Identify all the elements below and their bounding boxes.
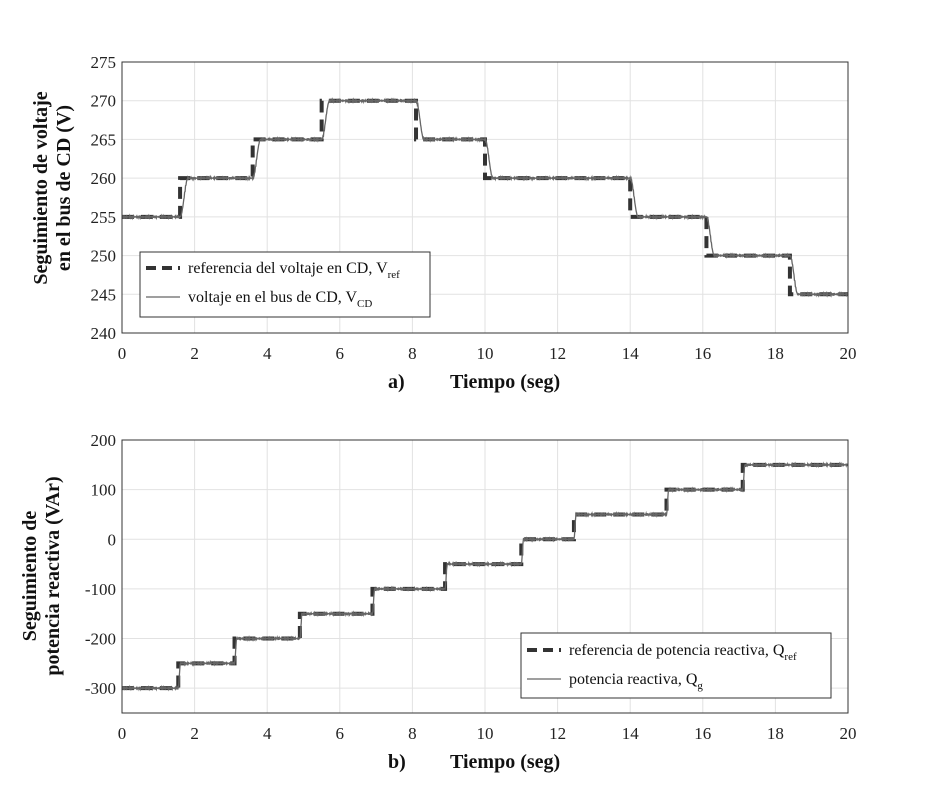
x-tick-label-a-9: 18 [767,344,784,363]
legend-entry-meas-a: voltaje en el bus de CD, VCD [188,289,372,310]
legend-entry-ref-b: referencia de potencia reactiva, Qref [569,642,797,663]
x-tick-label-b-2: 4 [263,724,272,743]
x-tick-label-a-2: 4 [263,344,272,363]
x-tick-label-a-3: 6 [336,344,345,363]
x-axis-label-b: Tiempo (seg) [450,751,560,773]
x-tick-label-b-0: 0 [118,724,127,743]
y-tick-label-a-5: 265 [91,130,117,149]
x-tick-label-a-1: 2 [190,344,199,363]
ticks-a: 0 2 4 6 8 10 12 14 16 18 20 240 245 250 255 260 265 270 27… [91,53,857,363]
panel-label-a: a) [388,371,405,393]
series-measured-line-a [121,97,849,298]
y-tick-label-b-5: 200 [91,431,117,450]
ticks-b: 0 2 4 6 8 10 12 14 16 18 20 -300 -200 -100 0 100 200 [85,431,857,743]
y-tick-label-a-1: 245 [91,285,117,304]
legend-entry-ref-a: referencia del voltaje en CD, Vref [188,260,400,281]
chart-b: 0 2 4 6 8 10 12 14 16 18 20 -300 -200 -100 0 100 200 Seg… [19,431,857,773]
y-tick-label-a-4: 260 [91,169,117,188]
y-tick-label-a-6: 270 [91,92,117,111]
y-axis-label-a-line2: en el bus de CD (V) [53,105,75,271]
y-axis-label-b-line2: potencia reactiva (VAr) [42,476,64,675]
x-tick-label-b-5: 10 [477,724,494,743]
x-tick-label-b-9: 18 [767,724,784,743]
legend-entry-meas-b: potencia reactiva, Qg [569,671,703,692]
y-tick-label-a-0: 240 [91,324,117,343]
x-tick-label-a-0: 0 [118,344,127,363]
legend-b: referencia de potencia reactiva, Qref po… [520,632,832,699]
y-tick-label-b-3: 0 [108,530,117,549]
y-axis-label-b-line1: Seguimiento de [19,511,41,642]
plot-area-a [121,61,849,334]
x-tick-label-b-10: 20 [840,724,857,743]
x-tick-label-b-3: 6 [336,724,345,743]
y-tick-label-a-3: 255 [91,208,117,227]
y-tick-label-a-7: 275 [91,53,117,72]
series-b [121,461,849,692]
x-tick-label-a-6: 12 [549,344,566,363]
panel-label-b: b) [388,751,406,773]
x-tick-label-a-5: 10 [477,344,494,363]
series-measured-line-b [121,461,849,692]
x-tick-label-a-4: 8 [408,344,417,363]
x-tick-label-b-1: 2 [190,724,199,743]
y-tick-label-b-0: -300 [85,679,116,698]
y-tick-label-b-2: -100 [85,580,116,599]
y-tick-label-a-2: 250 [91,247,117,266]
x-tick-label-b-8: 16 [694,724,711,743]
legend-box-a [139,251,431,318]
legend-box-b [520,632,832,699]
x-tick-label-a-7: 14 [622,344,640,363]
x-tick-label-a-8: 16 [694,344,711,363]
x-tick-label-b-6: 12 [549,724,566,743]
x-tick-label-a-10: 20 [840,344,857,363]
series-a [121,97,849,298]
plot-area-b [121,439,849,714]
y-tick-label-b-1: -200 [85,630,116,649]
x-tick-label-b-7: 14 [622,724,640,743]
y-tick-label-b-4: 100 [91,481,117,500]
x-tick-label-b-4: 8 [408,724,417,743]
legend-a: referencia del voltaje en CD, Vref volta… [139,251,431,318]
chart-a: 0 2 4 6 8 10 12 14 16 18 20 240 245 250 255 260 265 270 27… [30,53,857,393]
y-axis-label-a-line1: Seguimiento de voltaje [30,91,52,284]
x-axis-label-a: Tiempo (seg) [450,371,560,393]
